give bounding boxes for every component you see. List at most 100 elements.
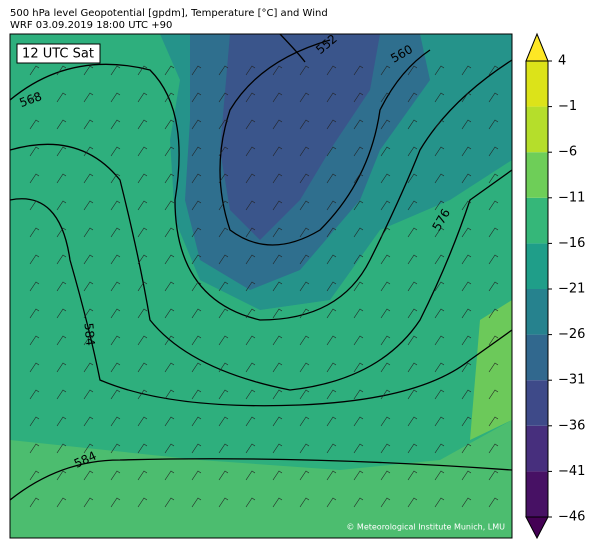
barb [83, 119, 94, 130]
barb [353, 362, 364, 373]
barb [272, 281, 283, 292]
barb [380, 281, 391, 292]
barb [245, 335, 256, 346]
barb [56, 146, 67, 157]
barb [29, 254, 40, 265]
barb [380, 254, 391, 265]
barb [29, 65, 40, 76]
barb [434, 200, 445, 211]
barb [137, 200, 148, 211]
barb [461, 92, 472, 103]
barb [461, 119, 472, 130]
barb [110, 362, 121, 373]
barb [83, 362, 94, 373]
barb [164, 443, 175, 454]
barb [137, 443, 148, 454]
barb [353, 470, 364, 481]
barb [434, 389, 445, 400]
barb [488, 65, 499, 76]
barb [380, 497, 391, 508]
barb [353, 308, 364, 319]
barb [137, 146, 148, 157]
barb [164, 254, 175, 265]
barb [272, 254, 283, 265]
barb [218, 362, 229, 373]
barb [407, 308, 418, 319]
colorbar-band [526, 243, 548, 289]
barb [353, 227, 364, 238]
barb [164, 227, 175, 238]
barb [488, 227, 499, 238]
barb [272, 362, 283, 373]
barb [299, 65, 310, 76]
barb [83, 65, 94, 76]
barb [434, 281, 445, 292]
barb [353, 389, 364, 400]
contour-label: 584 [82, 322, 98, 346]
barb [83, 146, 94, 157]
barb [272, 173, 283, 184]
barb [56, 470, 67, 481]
colorbar-tick-label: 4 [558, 54, 566, 69]
barb [137, 92, 148, 103]
barb [272, 335, 283, 346]
barb [110, 335, 121, 346]
barb [218, 308, 229, 319]
barb [218, 416, 229, 427]
barb [272, 308, 283, 319]
barb [353, 497, 364, 508]
barb [83, 497, 94, 508]
barb [353, 254, 364, 265]
barb [434, 362, 445, 373]
barb [83, 335, 94, 346]
barb [245, 146, 256, 157]
barb [218, 227, 229, 238]
barb [488, 335, 499, 346]
barb [56, 254, 67, 265]
barb [353, 281, 364, 292]
barb [29, 308, 40, 319]
barb [407, 497, 418, 508]
barb [110, 65, 121, 76]
barb [434, 227, 445, 238]
barb [326, 335, 337, 346]
barb [245, 227, 256, 238]
barb [299, 146, 310, 157]
barb [461, 200, 472, 211]
barb [380, 200, 391, 211]
barb [245, 389, 256, 400]
barb [407, 146, 418, 157]
barb [326, 200, 337, 211]
barb [218, 497, 229, 508]
barb [164, 416, 175, 427]
barb [29, 470, 40, 481]
colorbar-band [526, 152, 548, 198]
barb [326, 92, 337, 103]
barb [407, 416, 418, 427]
barb [299, 497, 310, 508]
barb [407, 119, 418, 130]
barb [245, 65, 256, 76]
barb [56, 416, 67, 427]
barb [434, 416, 445, 427]
barb [461, 254, 472, 265]
barb [353, 443, 364, 454]
barb [218, 65, 229, 76]
barb [191, 416, 202, 427]
barb [191, 227, 202, 238]
colorbar-band [526, 334, 548, 381]
barb [110, 443, 121, 454]
barb [83, 389, 94, 400]
colorbar-extend-low [525, 516, 549, 540]
barb [353, 119, 364, 130]
barb [461, 497, 472, 508]
barb [218, 335, 229, 346]
barb [137, 173, 148, 184]
barb [29, 443, 40, 454]
barb [56, 308, 67, 319]
colorbar-band [526, 197, 548, 244]
barb [380, 92, 391, 103]
barb [110, 497, 121, 508]
barb [137, 389, 148, 400]
barb [191, 119, 202, 130]
